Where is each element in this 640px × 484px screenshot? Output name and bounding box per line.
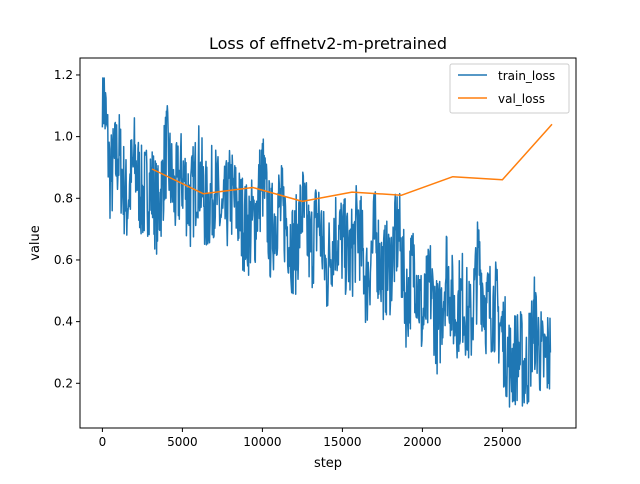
x-tick-label: 15000 bbox=[323, 435, 361, 449]
legend-label-train-loss: train_loss bbox=[498, 69, 555, 83]
plot-frame bbox=[79, 57, 577, 429]
x-tick-label: 25000 bbox=[483, 435, 521, 449]
y-tick-label: 0.2 bbox=[54, 376, 73, 390]
plot-area bbox=[101, 77, 553, 408]
legend-label-val-loss: val_loss bbox=[498, 92, 545, 106]
chart-title: Loss of effnetv2-m-pretrained bbox=[209, 34, 447, 53]
series-line-train-loss bbox=[101, 77, 552, 408]
x-tick-label: 5000 bbox=[167, 435, 198, 449]
y-tick-label: 1.0 bbox=[54, 130, 73, 144]
x-tick-label: 20000 bbox=[403, 435, 441, 449]
y-tick-label: 0.4 bbox=[54, 315, 73, 329]
y-tick-label: 0.8 bbox=[54, 191, 73, 205]
y-tick-label: 0.6 bbox=[54, 253, 73, 267]
x-tick-label: 10000 bbox=[243, 435, 281, 449]
axes: 0 5000 10000 15000 20000 25000 0.2 0.4 0.6 0.8 1.0… bbox=[54, 68, 522, 449]
legend-box bbox=[449, 63, 570, 114]
y-axis-label: value bbox=[28, 225, 43, 261]
x-tick-label: 0 bbox=[99, 435, 107, 449]
legend: train_loss val_loss bbox=[449, 63, 570, 114]
y-tick-label: 1.2 bbox=[54, 68, 73, 82]
x-axis-label: step bbox=[314, 456, 342, 471]
series-line-val-loss bbox=[151, 123, 553, 203]
